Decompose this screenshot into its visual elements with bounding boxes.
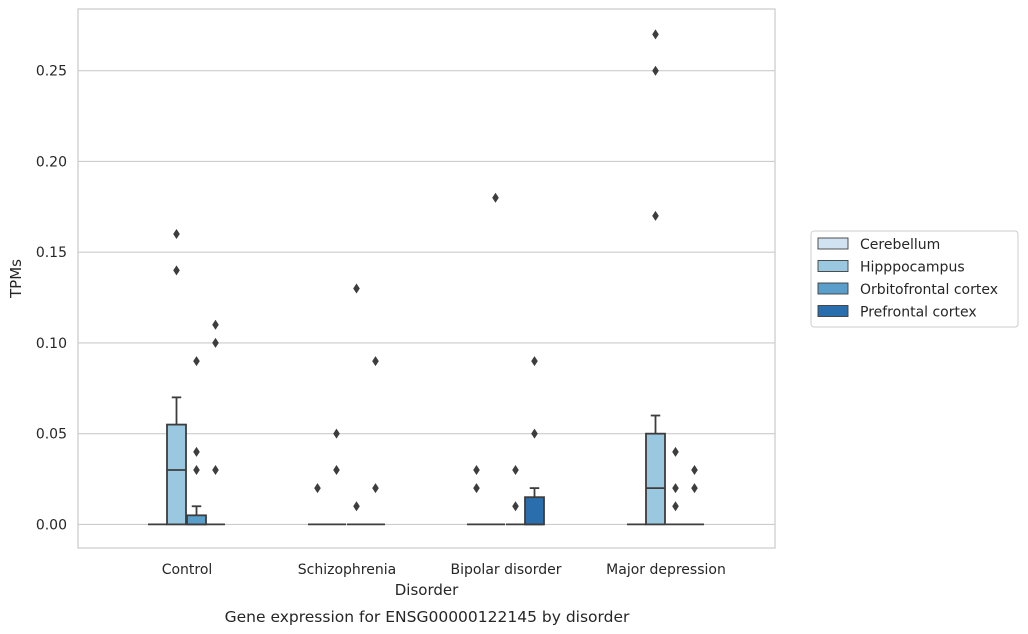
legend-frame — [810, 230, 1019, 328]
outlier-point — [531, 356, 538, 367]
legend-entry-label: Orbitofrontal cortex — [860, 282, 998, 298]
outlier-point — [353, 501, 360, 512]
box-orbitofrontal-cortex — [347, 283, 366, 526]
box-body — [166, 423, 187, 526]
x-axis-ticks: Control Schizophrenia Bipolar disorder Majo… — [162, 562, 726, 578]
legend-swatch — [817, 305, 849, 317]
box-hipppocampus — [327, 428, 346, 526]
y-tick-label: 0.15 — [36, 245, 67, 261]
outlier-point — [212, 464, 219, 475]
legend-swatch — [817, 260, 849, 272]
box-hipppocampus — [486, 192, 505, 526]
box-prefrontal-cortex — [524, 356, 545, 526]
outlier-point — [691, 464, 698, 475]
outlier-point — [333, 428, 340, 439]
outlier-point — [314, 483, 321, 494]
box-cerebellum — [308, 483, 327, 526]
outlier-point — [173, 265, 180, 276]
outlier-point — [672, 483, 679, 494]
outlier-point — [353, 283, 360, 294]
outlier-point — [473, 483, 480, 494]
box-prefrontal-cortex — [685, 464, 704, 526]
box-orbitofrontal-cortex — [666, 446, 685, 526]
x-tick-label: Schizophrenia — [298, 562, 396, 578]
legend-swatch — [817, 282, 849, 295]
outlier-point — [652, 29, 659, 40]
outlier-point — [173, 229, 180, 240]
legend-entry-label: Hipppocampus — [860, 260, 965, 276]
outlier-point — [212, 319, 219, 330]
outlier-point — [691, 483, 698, 494]
outlier-point — [473, 464, 480, 475]
chart-caption: Gene expression for ENSG00000122145 by d… — [225, 608, 630, 626]
box-prefrontal-cortex — [206, 319, 225, 526]
x-axis-label: Disorder — [395, 581, 459, 599]
plot-frame — [77, 8, 776, 549]
x-tick-label: Bipolar disorder — [450, 562, 561, 578]
outlier-point — [372, 483, 379, 494]
outlier-point — [652, 210, 659, 221]
outlier-point — [372, 356, 379, 367]
y-tick-label: 0.10 — [36, 336, 67, 352]
legend: Cerebellum Hipppocampus Orbitofrontal cort… — [810, 230, 1019, 328]
outlier-point — [333, 464, 340, 475]
outlier-point — [672, 501, 679, 512]
outlier-point — [531, 428, 538, 439]
box-orbitofrontal-cortex — [186, 356, 207, 526]
box-hipppocampus — [166, 229, 187, 526]
x-tick-label: Major depression — [606, 562, 726, 578]
y-tick-label: 0.00 — [36, 517, 67, 533]
y-axis-ticks: 0.00 0.05 0.10 0.15 0.20 0.25 — [36, 64, 67, 534]
outlier-point — [512, 501, 519, 512]
outlier-point — [193, 446, 200, 457]
outlier-point — [492, 192, 499, 203]
box-body — [186, 514, 207, 526]
outlier-point — [652, 65, 659, 76]
outlier-point — [672, 446, 679, 457]
box-body — [645, 432, 666, 526]
outlier-point — [193, 464, 200, 475]
y-tick-label: 0.25 — [36, 64, 67, 80]
legend-entry-label: Prefrontal cortex — [860, 305, 977, 321]
box-body — [524, 496, 545, 526]
y-tick-label: 0.20 — [36, 154, 67, 170]
legend-entry-label: Cerebellum — [860, 237, 940, 253]
y-tick-label: 0.05 — [36, 427, 67, 443]
y-axis-label: TPMs — [7, 259, 25, 299]
box-groups — [148, 29, 704, 526]
box-orbitofrontal-cortex — [506, 464, 525, 526]
x-tick-label: Control — [162, 562, 213, 578]
box-prefrontal-cortex — [366, 356, 385, 526]
outlier-point — [193, 356, 200, 367]
outlier-point — [512, 464, 519, 475]
legend-swatch — [817, 237, 849, 250]
outlier-point — [212, 337, 219, 348]
box-cerebellum — [467, 464, 486, 526]
box-hipppocampus — [645, 29, 666, 526]
